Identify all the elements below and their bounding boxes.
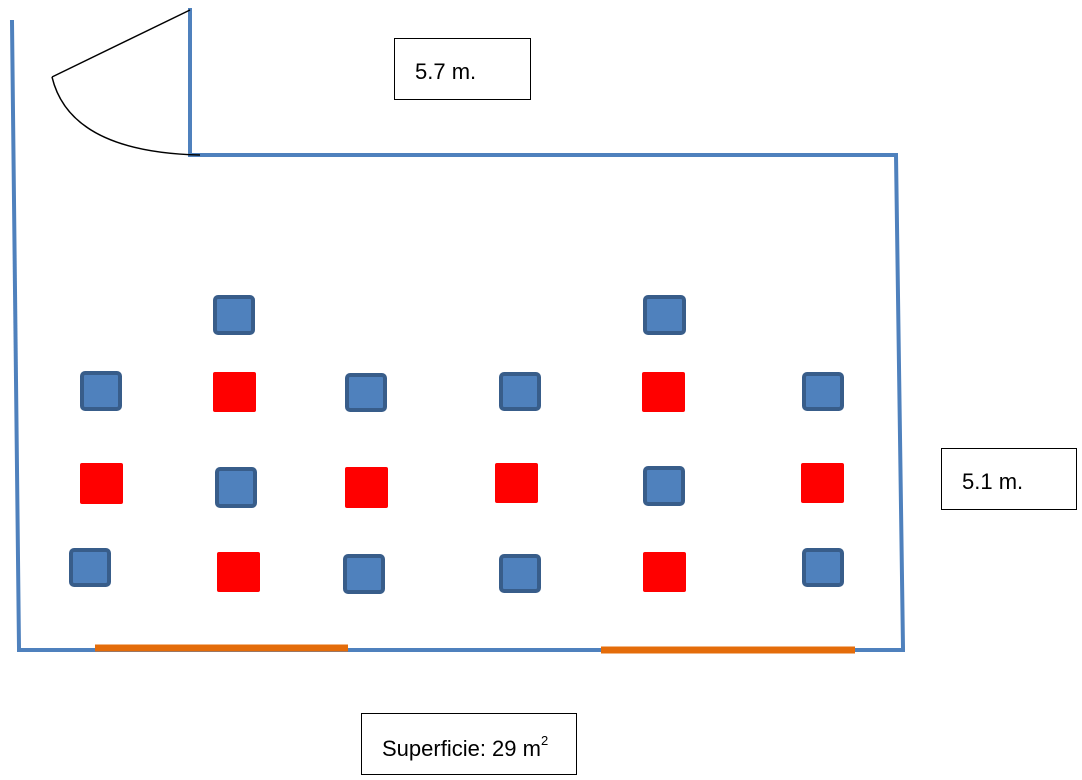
width-dimension-label: 5.7 m. xyxy=(394,38,531,100)
door-leaf xyxy=(51,9,191,78)
blue-square-item xyxy=(80,371,122,411)
red-square-item xyxy=(801,463,844,503)
blue-square-item xyxy=(802,372,844,411)
width-dimension-text: 5.7 m. xyxy=(415,59,477,84)
blue-square-item xyxy=(69,548,111,587)
red-square-item xyxy=(643,552,686,592)
red-square-item xyxy=(345,467,388,508)
blue-square-item xyxy=(643,295,686,335)
red-square-item xyxy=(642,372,685,412)
blue-items xyxy=(69,295,844,594)
blue-square-item xyxy=(215,467,257,508)
area-exponent: 2 xyxy=(540,733,549,748)
walls xyxy=(9,8,906,652)
depth-dimension-text: 5.1 m. xyxy=(962,469,1024,494)
blue-square-item xyxy=(802,548,844,587)
blue-square-item xyxy=(213,295,255,335)
red-square-item xyxy=(80,463,123,504)
blue-square-item xyxy=(643,466,685,506)
blue-square-item xyxy=(343,554,385,594)
red-items xyxy=(80,372,844,592)
right-wall xyxy=(893,152,906,651)
left-wall xyxy=(9,19,22,651)
depth-dimension-label: 5.1 m. xyxy=(941,448,1077,510)
door-swing-arc xyxy=(51,76,201,156)
red-square-item xyxy=(213,372,256,412)
windows xyxy=(95,644,855,654)
blue-square-item xyxy=(499,554,541,593)
red-square-item xyxy=(495,463,538,503)
blue-square-item xyxy=(345,373,387,412)
area-text: Superficie: 29 m xyxy=(382,736,541,761)
area-label: Superficie: 29 m2 xyxy=(361,713,577,775)
red-square-item xyxy=(217,552,260,592)
blue-square-item xyxy=(499,372,541,411)
door xyxy=(51,9,201,156)
